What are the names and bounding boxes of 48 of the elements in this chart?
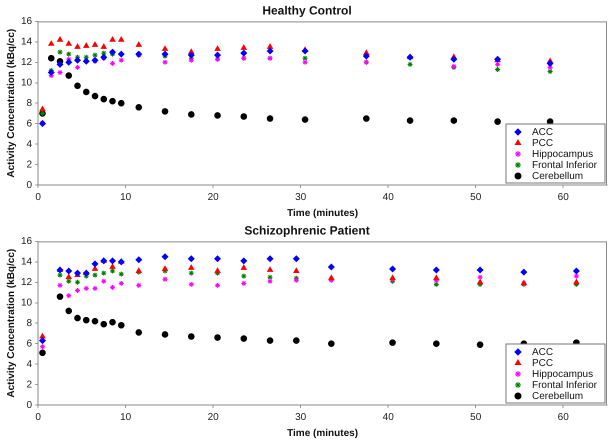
y-tick-label: 8: [26, 98, 33, 109]
legend-label: Frontal Inferior: [532, 380, 598, 391]
y-tick-label: 6: [26, 338, 33, 350]
legend-label: ACC: [532, 346, 554, 358]
y-tick-label: 10: [21, 78, 33, 88]
x-tick-label: 60: [558, 192, 570, 203]
y-tick-label: 2: [26, 379, 33, 390]
x-tick-label: 30: [295, 192, 307, 203]
legend-label: Cerebellum: [532, 390, 584, 402]
x-tick-label: 20: [208, 412, 220, 423]
x-tick-label: 30: [295, 412, 307, 423]
y-tick-label: 12: [21, 57, 33, 68]
x-tick-label: 50: [470, 192, 482, 203]
legend-label: PCC: [532, 138, 554, 149]
x-tick-label: 60: [558, 412, 570, 423]
y-tick-label: 14: [21, 256, 33, 268]
x-tick-label: 50: [470, 412, 482, 423]
x-tick-label: 20: [208, 192, 220, 203]
legend-label: Hippocampus: [532, 368, 594, 380]
legend-label: Cerebellum: [532, 170, 584, 182]
legend-label: PCC: [532, 358, 554, 369]
x-tick-label: 0: [35, 412, 42, 423]
x-axis-title: Time (minutes): [287, 208, 358, 219]
x-tick-label: 10: [120, 412, 132, 423]
y-axis-title: Activity Concentration (kBq/cc): [6, 248, 17, 398]
y-tick-label: 2: [26, 159, 33, 170]
x-tick-label: 10: [120, 192, 132, 203]
y-tick-label: 0: [26, 180, 33, 191]
y-tick-label: 10: [21, 298, 33, 308]
y-tick-label: 16: [21, 236, 33, 248]
legend-label: Frontal Inferior: [532, 160, 598, 171]
y-tick-label: 0: [26, 400, 33, 411]
y-tick-label: 12: [21, 277, 33, 288]
chart-title: Healthy Control: [262, 4, 352, 18]
chart-title: Schizophrenic Patient: [244, 224, 370, 238]
x-axis-title: Time (minutes): [287, 428, 358, 439]
y-axis-title: Activity Concentration (kBq/cc): [6, 28, 17, 178]
x-tick-label: 40: [382, 192, 394, 203]
x-tick-label: 40: [382, 412, 394, 423]
legend-label: ACC: [532, 126, 554, 138]
y-tick-label: 4: [26, 138, 33, 150]
y-tick-label: 6: [26, 118, 33, 130]
y-tick-label: 8: [26, 318, 33, 329]
y-tick-label: 14: [21, 36, 33, 48]
legend-label: Hippocampus: [532, 148, 594, 160]
y-tick-label: 4: [26, 358, 33, 370]
x-tick-label: 0: [35, 192, 42, 203]
y-tick-label: 16: [21, 16, 33, 28]
